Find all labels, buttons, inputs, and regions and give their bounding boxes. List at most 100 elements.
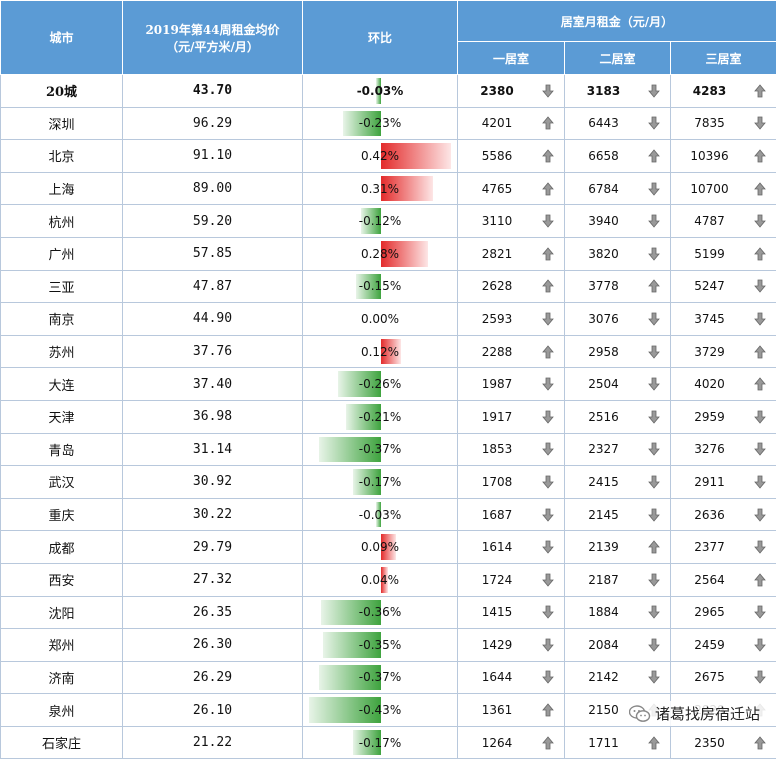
change-cell: 0.00%: [303, 303, 458, 336]
change-cell: -0.26%: [303, 368, 458, 401]
arrow-up-icon: [648, 279, 662, 293]
watermark-text: 诸葛找房宿迁站: [655, 703, 760, 724]
price-cell: 96.29: [123, 107, 303, 140]
arrow-up-icon: [754, 149, 768, 163]
city-cell: 南京: [1, 303, 123, 336]
one-bedroom-rent-value: 1687: [458, 499, 536, 531]
one-bedroom-rent-value: 1415: [458, 597, 536, 629]
change-value: 0.00%: [303, 303, 457, 335]
arrow-down-icon: [542, 573, 556, 587]
three-bedroom-rent-value: 3745: [671, 303, 748, 335]
arrow-down-icon: [648, 442, 662, 456]
three-bedroom-rent-value: 5247: [671, 271, 748, 303]
one-bedroom-rent-cell: 1429: [458, 629, 565, 662]
one-bedroom-rent-value: 2380: [458, 75, 536, 107]
two-bedroom-rent-value: 2142: [565, 662, 642, 694]
arrow-up-icon: [648, 540, 662, 554]
price-cell: 26.30: [123, 629, 303, 662]
city-cell: 济南: [1, 661, 123, 694]
change-cell: -0.12%: [303, 205, 458, 238]
arrow-up-icon: [754, 736, 768, 750]
arrow-down-icon: [542, 312, 556, 326]
price-cell: 30.22: [123, 498, 303, 531]
one-bedroom-rent-cell: 1853: [458, 433, 565, 466]
arrow-down-icon: [648, 638, 662, 652]
two-bedroom-rent-cell: 1884: [565, 596, 671, 629]
arrow-down-icon: [754, 312, 768, 326]
three-bedroom-rent-cell: 2965: [671, 596, 776, 629]
arrow-down-icon: [648, 377, 662, 391]
change-cell: -0.17%: [303, 726, 458, 759]
price-cell: 26.10: [123, 694, 303, 727]
one-bedroom-rent-value: 1917: [458, 401, 536, 433]
change-value: 0.12%: [303, 336, 457, 368]
one-bedroom-rent-cell: 1987: [458, 368, 565, 401]
three-bedroom-rent-cell: 2459: [671, 629, 776, 662]
two-bedroom-rent-value: 2187: [565, 564, 642, 596]
city-cell: 天津: [1, 400, 123, 433]
three-bedroom-rent-value: 2959: [671, 401, 748, 433]
header-one-bedroom: 一居室: [458, 42, 565, 75]
one-bedroom-rent-cell: 1724: [458, 563, 565, 596]
change-value: -0.03%: [303, 499, 457, 531]
two-bedroom-rent-cell: 2139: [565, 531, 671, 564]
price-cell: 47.87: [123, 270, 303, 303]
one-bedroom-rent-cell: 1708: [458, 466, 565, 499]
three-bedroom-rent-value: 2377: [671, 531, 748, 563]
city-cell: 杭州: [1, 205, 123, 238]
arrow-up-icon: [754, 247, 768, 261]
two-bedroom-rent-cell: 2958: [565, 335, 671, 368]
change-cell: -0.03%: [303, 498, 458, 531]
price-cell: 44.90: [123, 303, 303, 336]
change-value: 0.42%: [303, 140, 457, 172]
arrow-down-icon: [542, 508, 556, 522]
arrow-down-icon: [648, 182, 662, 196]
city-cell: 20城: [1, 75, 123, 108]
arrow-down-icon: [542, 670, 556, 684]
one-bedroom-rent-cell: 2288: [458, 335, 565, 368]
change-cell: -0.37%: [303, 661, 458, 694]
two-bedroom-rent-value: 2084: [565, 629, 642, 661]
three-bedroom-rent-cell: 2675: [671, 661, 776, 694]
arrow-down-icon: [542, 442, 556, 456]
two-bedroom-rent-cell: 1711: [565, 726, 671, 759]
two-bedroom-rent-cell: 3778: [565, 270, 671, 303]
arrow-up-icon: [542, 247, 556, 261]
watermark: 诸葛找房宿迁站: [623, 701, 766, 726]
two-bedroom-rent-cell: 2084: [565, 629, 671, 662]
three-bedroom-rent-cell: 4283: [671, 75, 776, 108]
price-cell: 26.29: [123, 661, 303, 694]
change-cell: -0.37%: [303, 433, 458, 466]
header-price-line1: 2019年第44周租金均价: [123, 21, 302, 38]
one-bedroom-rent-value: 2821: [458, 238, 536, 270]
two-bedroom-rent-value: 1884: [565, 597, 642, 629]
city-cell: 重庆: [1, 498, 123, 531]
change-value: -0.26%: [303, 368, 457, 400]
two-bedroom-rent-cell: 2516: [565, 400, 671, 433]
one-bedroom-rent-value: 1361: [458, 694, 536, 726]
one-bedroom-rent-cell: 5586: [458, 140, 565, 173]
change-cell: 0.42%: [303, 140, 458, 173]
two-bedroom-rent-cell: 6784: [565, 172, 671, 205]
arrow-down-icon: [754, 279, 768, 293]
arrow-down-icon: [542, 84, 556, 98]
one-bedroom-rent-cell: 4765: [458, 172, 565, 205]
three-bedroom-rent-value: 2459: [671, 629, 748, 661]
arrow-up-icon: [754, 345, 768, 359]
three-bedroom-rent-cell: 3276: [671, 433, 776, 466]
one-bedroom-rent-cell: 4201: [458, 107, 565, 140]
arrow-down-icon: [648, 605, 662, 619]
three-bedroom-rent-value: 7835: [671, 108, 748, 140]
two-bedroom-rent-cell: 3820: [565, 237, 671, 270]
three-bedroom-rent-value: 3729: [671, 336, 748, 368]
one-bedroom-rent-cell: 1917: [458, 400, 565, 433]
change-cell: 0.28%: [303, 237, 458, 270]
three-bedroom-rent-cell: 4020: [671, 368, 776, 401]
two-bedroom-rent-cell: 2187: [565, 563, 671, 596]
arrow-down-icon: [754, 508, 768, 522]
